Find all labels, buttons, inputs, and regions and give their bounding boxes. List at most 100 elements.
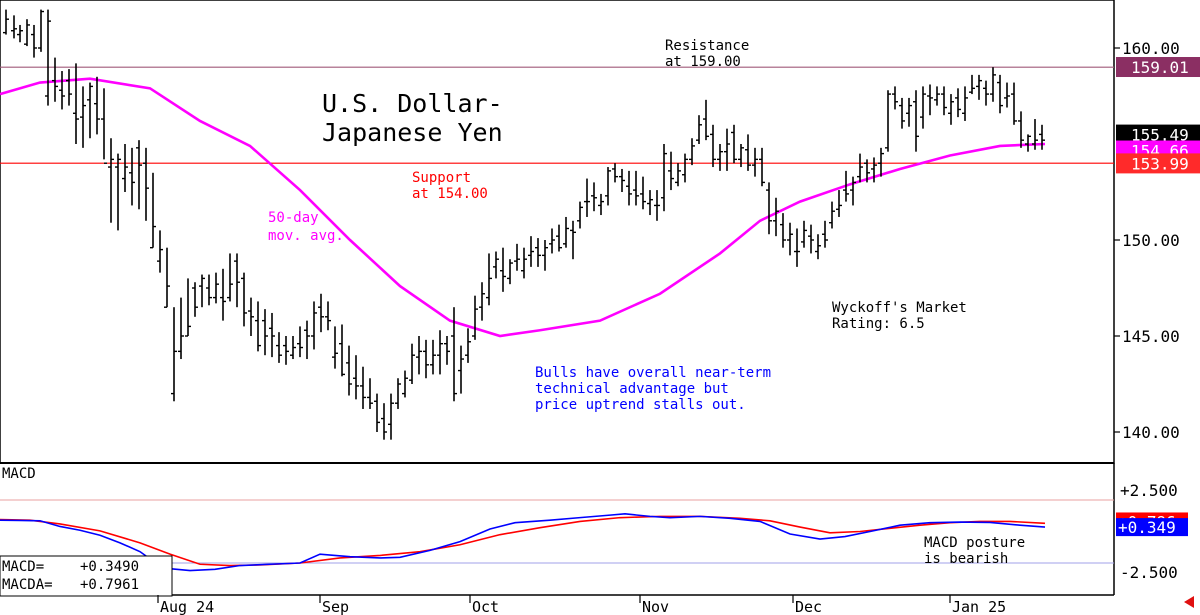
- price-bar: [66, 69, 72, 106]
- macd-lines: [0, 513, 1046, 572]
- price-bar: [346, 345, 352, 396]
- resistance-label-1: Resistance: [665, 38, 749, 54]
- price-bar: [129, 147, 135, 206]
- moving-average: [0, 77, 1046, 338]
- price-bar: [934, 86, 940, 106]
- price-bar: [157, 230, 163, 273]
- support-label-1: Support: [412, 170, 471, 186]
- price-bar: [185, 278, 191, 337]
- price-bar: [318, 293, 324, 333]
- price-bar: [395, 378, 401, 409]
- price-bar: [199, 274, 205, 308]
- price-bar: [542, 240, 548, 271]
- price-bar: [136, 140, 142, 210]
- scroll-left-arrow-icon[interactable]: [1184, 596, 1194, 608]
- price-bar: [297, 326, 303, 358]
- price-bar: [605, 167, 611, 206]
- macda-value-label: MACDA=: [2, 577, 53, 593]
- price-bar: [570, 220, 576, 260]
- price-bar: [73, 63, 79, 144]
- price-bar: [255, 301, 261, 352]
- price-bar: [773, 197, 779, 237]
- price-bar: [647, 190, 653, 216]
- bulls-note-3: price uptrend stalls out.: [535, 397, 746, 413]
- macd-tag: +0.349: [1116, 518, 1188, 537]
- price-bar: [262, 309, 268, 356]
- price-bar: [948, 94, 954, 125]
- price-bar: [332, 326, 338, 369]
- price-bar: [360, 366, 366, 409]
- price-bar: [577, 201, 583, 229]
- price-bar: [213, 272, 219, 304]
- ytick-label: 160.00: [1122, 39, 1180, 58]
- ma-label-1: 50-day: [268, 210, 319, 226]
- price-bar: [486, 253, 492, 306]
- price-bar: [843, 170, 849, 202]
- price-bar: [101, 88, 107, 164]
- ma-line: [0, 77, 1046, 338]
- price-bar: [906, 97, 912, 127]
- price-bar: [626, 170, 632, 206]
- wyckoff-label-2: Rating: 6.5: [832, 316, 925, 332]
- resistance-label-2: at 159.00: [665, 54, 741, 70]
- price-bar: [500, 247, 506, 292]
- price-bar: [689, 138, 695, 166]
- price-bar: [276, 332, 282, 363]
- price-bar: [899, 97, 905, 129]
- ytick-label: 145.00: [1122, 327, 1180, 346]
- y-axis-ticks: 160.00 150.00 145.00 140.00: [1114, 39, 1180, 442]
- price-bar: [997, 74, 1003, 114]
- price-bar: [192, 282, 198, 317]
- price-bar: [815, 234, 821, 260]
- price-bar: [437, 330, 443, 375]
- price-bar: [556, 224, 562, 252]
- price-bar: [591, 182, 597, 212]
- price-bar: [269, 312, 275, 358]
- macd-ytick-upper: +2.500: [1120, 481, 1178, 500]
- price-bar: [164, 247, 170, 308]
- price-bar: [885, 90, 891, 152]
- price-bar: [710, 124, 716, 168]
- price-bar: [1011, 82, 1017, 125]
- price-bar: [521, 247, 527, 279]
- price-bars: [3, 9, 1045, 440]
- price-bar: [479, 282, 485, 321]
- price-bar: [311, 301, 317, 350]
- price-bar: [150, 172, 156, 249]
- price-bar: [367, 378, 373, 409]
- price-bar: [1032, 119, 1038, 150]
- price-bar: [766, 182, 772, 235]
- price-bar: [563, 216, 569, 248]
- price-bar: [794, 228, 800, 267]
- price-bar: [745, 134, 751, 171]
- price-bar: [675, 163, 681, 187]
- price-bar: [920, 86, 926, 129]
- macd-panel-title: MACD: [2, 466, 36, 482]
- price-bar: [955, 88, 961, 118]
- price-bar: [612, 163, 618, 183]
- price-bar: [45, 9, 51, 106]
- price-bar: [808, 224, 814, 254]
- price-tag-label: 159.01: [1131, 58, 1189, 77]
- price-bar: [38, 9, 44, 52]
- macd-posture-2: is bearish: [924, 551, 1008, 567]
- price-bar: [759, 147, 765, 187]
- price-bar: [3, 9, 9, 35]
- price-bar: [80, 86, 86, 148]
- bulls-note-2: technical advantage but: [535, 381, 729, 397]
- price-bar: [983, 80, 989, 106]
- price-bar: [962, 86, 968, 121]
- price-bar: [1025, 134, 1031, 152]
- price-bar: [836, 190, 842, 217]
- price-bar: [724, 128, 730, 171]
- price-bar: [409, 343, 415, 384]
- price-tag: 153.99: [1116, 153, 1200, 174]
- price-bar: [850, 176, 856, 206]
- price-bar: [927, 84, 933, 116]
- price-bar: [24, 19, 30, 47]
- price-bar: [654, 190, 660, 221]
- price-bar: [717, 144, 723, 171]
- price-bar: [1039, 124, 1045, 150]
- price-bar: [941, 86, 947, 116]
